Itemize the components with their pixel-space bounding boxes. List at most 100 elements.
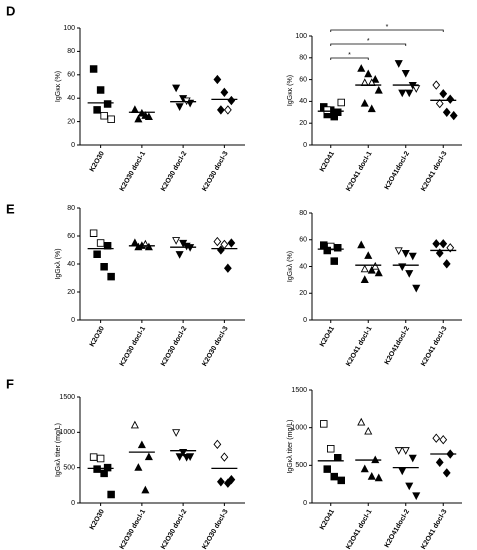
y-tick-label: 500 — [295, 462, 307, 469]
data-point — [439, 435, 448, 445]
data-point — [412, 85, 421, 93]
y-tick-label: 60 — [67, 72, 75, 79]
data-point — [220, 87, 229, 98]
data-point — [449, 110, 458, 121]
data-point — [401, 250, 410, 258]
y-tick-label: 20 — [299, 290, 307, 297]
data-point — [323, 465, 331, 473]
x-tick-label: K2O30 docl-1 — [119, 508, 147, 550]
data-point — [107, 490, 115, 499]
y-tick-label: 500 — [63, 465, 75, 472]
y-axis-label: IgGκλ titer (mg/L) — [287, 419, 294, 473]
y-tick-label: 40 — [67, 261, 75, 268]
y-tick-label: 1500 — [59, 394, 75, 401]
y-tick-label: 0 — [71, 142, 75, 149]
data-point — [398, 467, 407, 476]
data-point — [398, 89, 407, 98]
y-tick-label: 80 — [67, 48, 75, 55]
data-point — [130, 420, 139, 429]
data-point — [213, 74, 222, 85]
x-tick-label: K2O30 docl-2 — [160, 150, 188, 192]
x-tick-label: K2O41 — [319, 325, 336, 348]
y-tick-label: 40 — [299, 98, 307, 105]
data-point — [320, 420, 328, 428]
data-point — [401, 69, 410, 78]
x-tick-label: K2O30 docl-3 — [201, 508, 229, 550]
y-tick-label: 20 — [67, 289, 75, 296]
data-point — [439, 89, 448, 99]
data-point — [374, 473, 383, 482]
data-point — [137, 108, 146, 117]
data-point — [172, 237, 181, 245]
data-point — [408, 454, 417, 463]
data-point — [394, 60, 403, 68]
data-point — [172, 84, 181, 93]
panel-label: F — [6, 376, 14, 391]
y-tick-label: 60 — [299, 237, 307, 244]
data-point — [371, 75, 380, 83]
x-tick-label: K2O30 — [89, 325, 106, 348]
data-point — [432, 433, 441, 443]
data-point — [93, 106, 101, 114]
data-point — [223, 263, 232, 273]
data-point — [130, 238, 139, 247]
data-point — [182, 97, 191, 106]
significance-bracket — [330, 57, 369, 60]
data-point — [435, 248, 444, 258]
data-point — [330, 112, 338, 121]
data-point — [89, 65, 98, 73]
significance-label: * — [348, 52, 351, 59]
data-point — [412, 492, 421, 501]
data-point — [364, 251, 373, 259]
x-tick-label: K2O30 docl-2 — [160, 508, 188, 550]
data-point — [323, 246, 331, 255]
data-point — [360, 98, 369, 107]
data-point — [89, 453, 98, 461]
data-point — [216, 105, 225, 115]
y-tick-label: 0 — [71, 317, 75, 324]
data-point — [408, 252, 417, 261]
data-point — [367, 265, 376, 274]
data-point — [432, 239, 441, 249]
y-tick-label: 40 — [67, 95, 75, 102]
data-point — [223, 478, 232, 488]
significance-bracket — [330, 29, 444, 32]
data-point — [137, 440, 146, 449]
significance-bracket — [330, 43, 407, 46]
data-point — [182, 453, 191, 462]
data-point — [337, 98, 345, 107]
data-point — [442, 107, 451, 117]
data-point — [100, 263, 108, 271]
data-point — [367, 104, 376, 113]
data-point — [134, 463, 143, 471]
data-point — [144, 452, 153, 461]
data-point — [220, 452, 229, 462]
y-tick-label: 1500 — [291, 387, 307, 394]
data-point — [93, 465, 101, 473]
x-tick-label: K2O30 — [89, 150, 106, 173]
x-tick-label: K2O41 docl-3 — [420, 508, 448, 550]
y-tick-label: 80 — [299, 210, 307, 217]
x-tick-label: K2O30 docl-2 — [160, 325, 188, 367]
x-tick-label: K2O41 — [319, 508, 336, 531]
data-point — [357, 64, 366, 72]
data-point — [96, 239, 105, 247]
panel-label: D — [6, 3, 15, 18]
data-point — [435, 98, 444, 109]
data-point — [103, 100, 112, 108]
y-tick-label: 60 — [299, 76, 307, 83]
data-point — [172, 429, 181, 437]
data-point — [134, 114, 143, 123]
data-point — [323, 106, 331, 114]
data-point — [360, 275, 369, 283]
data-point — [227, 95, 236, 106]
data-point — [435, 457, 444, 467]
x-tick-label: K2O30 — [89, 508, 106, 531]
data-point — [182, 242, 191, 251]
data-point — [330, 472, 338, 481]
x-tick-label: K2O41 — [319, 150, 336, 173]
y-tick-label: 100 — [63, 25, 75, 32]
data-point — [175, 453, 184, 461]
data-point — [327, 445, 335, 453]
